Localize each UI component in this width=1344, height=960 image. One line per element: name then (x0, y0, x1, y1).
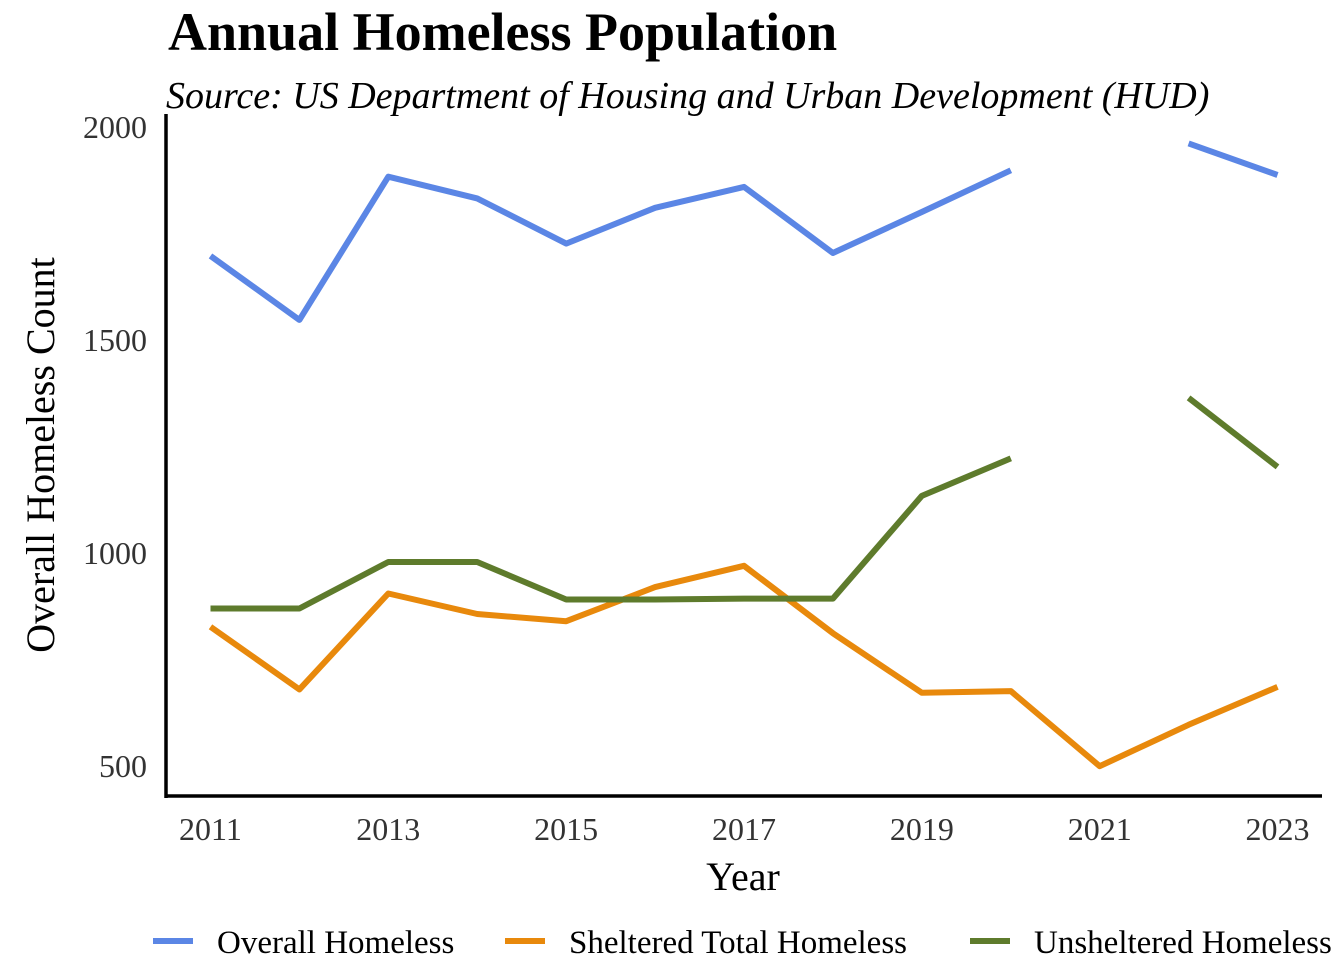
y-tick-label: 1000 (83, 535, 147, 571)
x-axis-label: Year (706, 854, 780, 899)
legend-label-overall-homeless: Overall Homeless (217, 925, 454, 960)
plot-area (208, 140, 1280, 770)
x-tick-label: 2013 (356, 811, 420, 847)
x-tick-label: 2017 (712, 811, 776, 847)
series-line-unsheltered-homeless (1186, 395, 1280, 470)
series-line-overall-homeless (208, 167, 1013, 323)
x-axis-ticks: 2011 2013 2015 2017 2019 2021 2023 (179, 811, 1309, 847)
y-tick-label: 2000 (83, 109, 147, 145)
chart-title: Annual Homeless Population (168, 2, 837, 62)
y-axis-label: Overall Homeless Count (18, 257, 63, 653)
y-tick-label: 1500 (83, 322, 147, 358)
legend: Overall Homeless Sheltered Total Homeless… (153, 925, 1332, 960)
y-axis-ticks: 500 1000 1500 2000 (83, 109, 147, 784)
x-tick-label: 2011 (179, 811, 242, 847)
series-line-overall-homeless (1187, 140, 1279, 178)
series-line-sheltered-total-homeless (208, 562, 1279, 770)
x-tick-label: 2023 (1246, 811, 1310, 847)
x-tick-label: 2021 (1068, 811, 1132, 847)
series-line-unsheltered-homeless (210, 455, 1012, 612)
legend-label-sheltered-total-homeless: Sheltered Total Homeless (569, 925, 907, 960)
x-tick-label: 2019 (890, 811, 954, 847)
x-tick-label: 2015 (534, 811, 598, 847)
legend-label-unsheltered-homeless: Unsheltered Homeless (1034, 925, 1332, 960)
chart-subtitle: Source: US Department of Housing and Urb… (166, 75, 1209, 117)
y-tick-label: 500 (99, 748, 147, 784)
